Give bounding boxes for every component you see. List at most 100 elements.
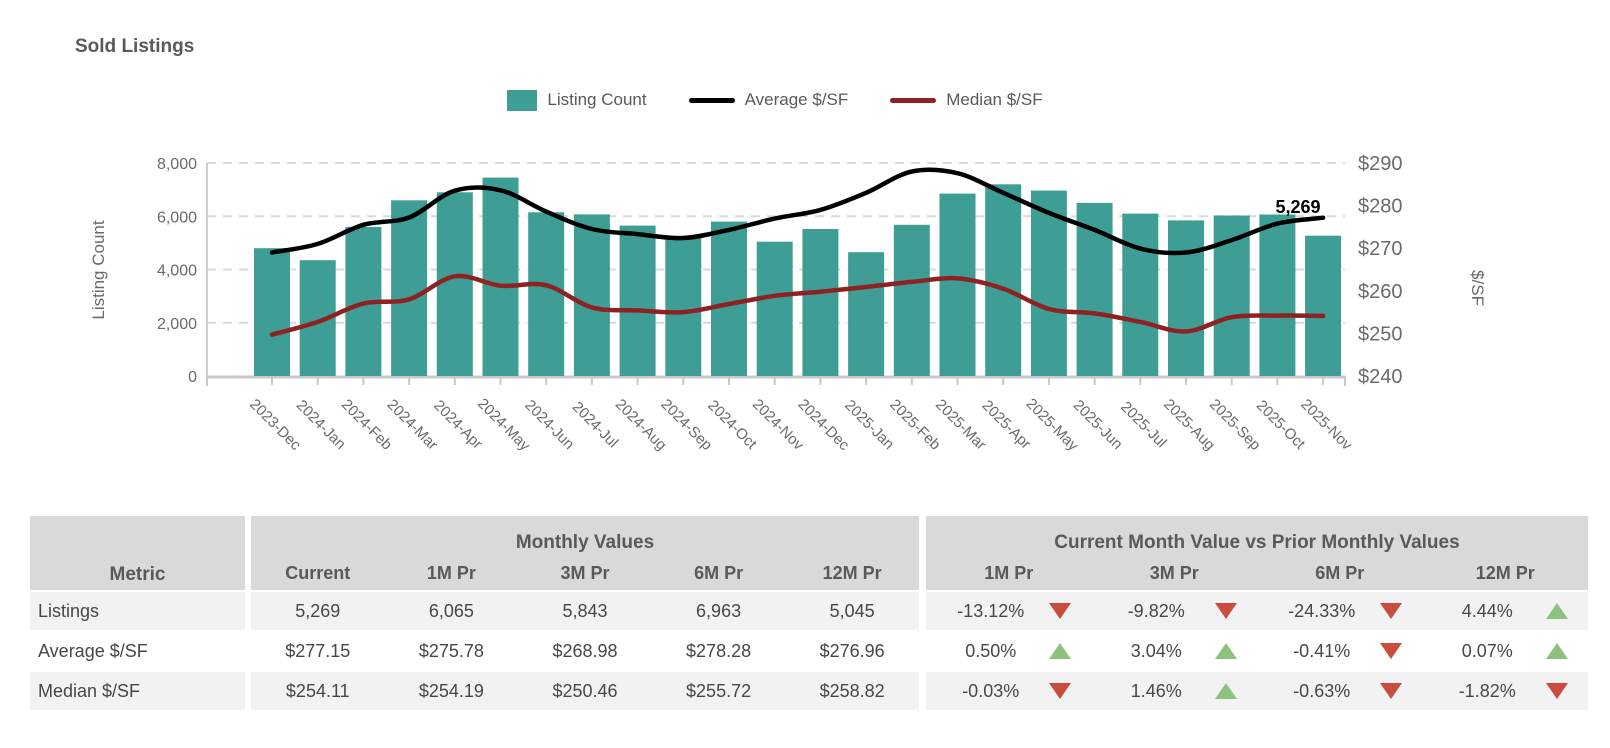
up-arrow-icon (1545, 643, 1588, 659)
column-header-vs-prior-12m-pr: 12M Pr (1422, 556, 1588, 590)
left-axis-tick-label: 4,000 (157, 263, 197, 280)
right-axis-tick-label: $280 (1358, 196, 1403, 218)
change-percent: -9.82% (1127, 600, 1185, 621)
column-header-vs-prior-3m-pr: 3M Pr (1091, 556, 1257, 590)
left-axis-tick-label: 2,000 (157, 316, 197, 333)
up-arrow-icon (1545, 643, 1568, 659)
listing-count-swatch-icon (507, 89, 538, 111)
average-line (269, 167, 1326, 256)
value-cell: 5,269 (251, 592, 385, 630)
right-axis-tick-label: $240 (1358, 366, 1403, 388)
down-arrow-icon (1380, 603, 1422, 619)
change-cell: 0.50% (925, 632, 1092, 670)
change-percent: 4.44% (1461, 600, 1513, 621)
listing-count-bar[interactable] (711, 221, 747, 376)
listing-count-bar[interactable] (1168, 220, 1204, 376)
listing-count-bar[interactable] (939, 193, 976, 376)
change-cell: -1.82% (1422, 672, 1588, 710)
up-arrow-icon (1545, 603, 1568, 619)
down-arrow-icon (1545, 683, 1568, 699)
down-arrow-icon (1380, 643, 1422, 659)
metric-label: Median $/SF (30, 672, 245, 710)
listing-count-bar[interactable] (665, 237, 702, 377)
listing-count-bar[interactable] (1030, 190, 1067, 376)
down-arrow-icon (1049, 603, 1091, 619)
value-cell: $275.78 (384, 632, 519, 670)
right-axis-tick-label: $270 (1358, 238, 1403, 260)
listing-count-bar[interactable] (1305, 235, 1342, 376)
table-row: Listings 5,269 6,065 5,843 6,963 5,045 -13.12%… (30, 592, 1588, 630)
listing-count-bar[interactable] (848, 252, 885, 376)
value-cell: $276.96 (785, 632, 919, 670)
value-cell: $250.46 (518, 672, 652, 710)
change-percent: 0.07% (1461, 640, 1513, 661)
value-cell: $268.98 (518, 632, 652, 670)
change-percent: -1.82% (1458, 680, 1516, 701)
median-line (269, 273, 1326, 337)
column-header-vs-prior-6m-pr: 6M Pr (1256, 556, 1423, 590)
listing-count-bar[interactable] (482, 177, 519, 376)
column-header-monthly-current: Current (251, 556, 385, 590)
listing-count-bar[interactable] (1259, 214, 1296, 377)
listing-count-bar[interactable] (436, 192, 473, 376)
value-cell: $255.72 (651, 672, 786, 710)
right-axis-tick-label: $260 (1358, 281, 1403, 303)
up-arrow-icon (1049, 643, 1072, 659)
listing-count-bar[interactable] (528, 212, 565, 376)
column-header-monthly-3m-pr: 3M Pr (518, 556, 652, 590)
right-axis-tick-label: $250 (1358, 323, 1403, 345)
metric-column-header: Metric (30, 516, 245, 590)
listing-count-bar[interactable] (619, 225, 656, 376)
change-percent: -0.63% (1293, 680, 1351, 701)
listing-count-bar[interactable] (893, 224, 930, 376)
sold-listings-chart-card: Sold Listings Listing Count Average $/SF… (75, 36, 1487, 455)
column-header-monthly-12m-pr: 12M Pr (785, 556, 919, 590)
value-cell: 6,963 (651, 592, 786, 630)
change-cell: -0.63% (1256, 672, 1423, 710)
table-header: Metric Monthly Values Current Month Valu… (30, 516, 1588, 590)
listing-count-bar[interactable] (391, 200, 428, 376)
up-arrow-icon (1049, 643, 1091, 659)
column-header-monthly-1m-pr: 1M Pr (384, 556, 519, 590)
legend-item-average-sf[interactable]: Average $/SF (688, 90, 849, 110)
listing-count-bar[interactable] (756, 241, 793, 376)
legend-label: Median $/SF (946, 90, 1043, 109)
listing-count-bar[interactable] (254, 248, 290, 376)
value-cell: 5,843 (518, 592, 652, 630)
legend-item-listing-count[interactable]: Listing Count (507, 89, 647, 111)
up-arrow-icon (1214, 683, 1257, 699)
up-arrow-icon (1214, 643, 1257, 659)
value-cell: 6,065 (384, 592, 519, 630)
x-axis-label: 2025-Mar (932, 396, 989, 453)
left-axis-tick-label: 0 (188, 369, 197, 386)
x-axis-label: 2025-Nov (1297, 396, 1355, 454)
change-percent: -0.03% (962, 680, 1020, 701)
change-cell: -0.03% (925, 672, 1092, 710)
value-cell: $254.11 (251, 672, 385, 710)
bar-data-label: 5,269 (1275, 197, 1320, 217)
sold-listings-chart: 8,000 6,000 4,000 2,000 0 $290 $280 $270 $260 $25… (89, 153, 1487, 455)
change-cell: 1.46% (1091, 672, 1257, 710)
legend-label: Average $/SF (744, 90, 849, 109)
down-arrow-icon (1214, 603, 1237, 619)
value-cell: $278.28 (651, 632, 786, 670)
listing-count-bar[interactable] (985, 184, 1022, 376)
vs-prior-group-header: Current Month Value vs Prior Monthly Val… (925, 516, 1588, 556)
listing-count-bar[interactable] (573, 214, 610, 376)
down-arrow-icon (1049, 683, 1091, 699)
chart-legend: Listing Count Average $/SF Median $/SF (205, 84, 1345, 116)
column-header-vs-prior-1m-pr: 1M Pr (925, 556, 1092, 590)
down-arrow-icon (1545, 683, 1588, 699)
monthly-values-group-header: Monthly Values (251, 516, 919, 556)
x-axis-label: 2024-Mar (384, 396, 441, 453)
up-arrow-icon (1545, 603, 1588, 619)
change-cell: -13.12% (925, 592, 1092, 630)
listing-count-bar[interactable] (1122, 213, 1159, 376)
change-percent: -24.33% (1288, 600, 1356, 621)
value-cell: $277.15 (251, 632, 385, 670)
legend-item-median-sf[interactable]: Median $/SF (890, 90, 1043, 110)
down-arrow-icon (1214, 603, 1257, 619)
listing-count-bar[interactable] (802, 229, 839, 376)
change-percent: 1.46% (1130, 680, 1182, 701)
